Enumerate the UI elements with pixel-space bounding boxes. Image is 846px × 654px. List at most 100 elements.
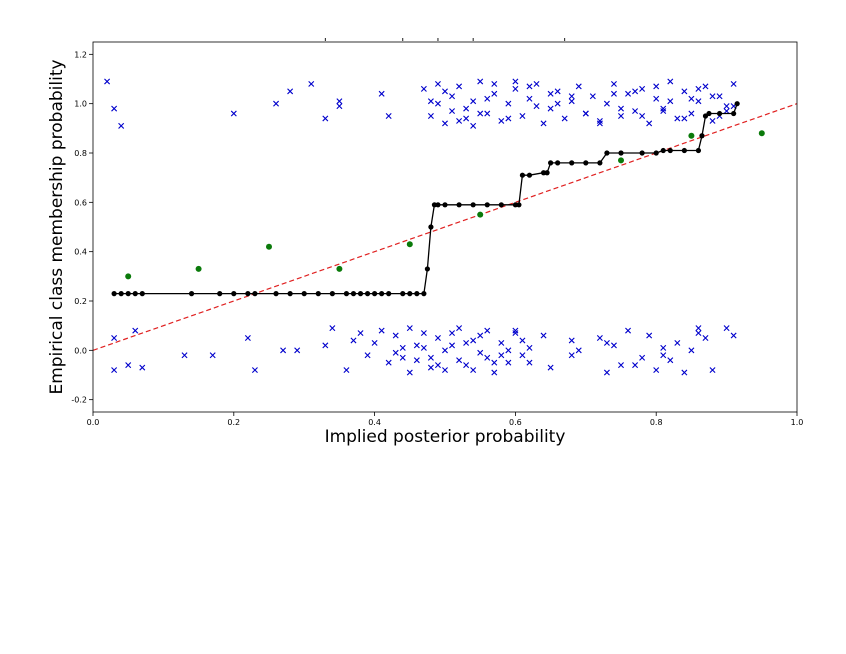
calibration-curve-point [699, 133, 705, 139]
class-1-point [477, 78, 484, 85]
axes-frame [92, 41, 798, 413]
class-0-point [378, 327, 385, 334]
class-0-point [456, 325, 463, 332]
class-0-point [723, 325, 730, 332]
class-0-point [111, 367, 118, 374]
class-1-point [681, 88, 688, 95]
x-tick-label: 0.8 [650, 418, 663, 427]
class-1-point [104, 78, 111, 85]
class-0-point [667, 357, 674, 364]
class-0-point [399, 354, 406, 361]
calibration-curve-point [372, 291, 378, 297]
class-1-point [639, 113, 646, 119]
class-1-point [688, 95, 695, 102]
calibration-curve-point [706, 110, 712, 117]
class-0-point [322, 342, 329, 349]
binned-point [125, 273, 132, 280]
calibration-curve-point [548, 160, 554, 166]
class-0-point [632, 362, 639, 369]
calibration-curve-point [731, 110, 737, 117]
class-0-point [442, 367, 448, 374]
class-0-point [498, 352, 505, 359]
class-0-point [695, 330, 702, 337]
class-0-point [294, 347, 301, 354]
y-tick-label: 0.2 [74, 297, 87, 306]
class-0-point [442, 347, 448, 354]
class-0-point [434, 362, 441, 369]
calibration-curve-point [118, 291, 124, 297]
class-1-point [385, 113, 392, 119]
class-1-point [456, 83, 463, 90]
class-1-point [336, 103, 343, 110]
binned-point [266, 243, 272, 250]
class-0-point [477, 332, 484, 339]
calibration-curve-point [364, 291, 371, 297]
class-0-point [730, 332, 737, 339]
x-tick-label: 0.0 [87, 418, 100, 427]
class-1-point [554, 88, 561, 95]
class-1-point [449, 93, 456, 100]
class-1-point [632, 108, 639, 115]
class-0-point [660, 344, 667, 351]
class-1-point [505, 100, 512, 107]
class-0-point [449, 330, 456, 337]
calibration-curve-point [386, 291, 392, 297]
class-0-point [470, 367, 477, 374]
class-0-point [427, 364, 434, 371]
y-tick-label: 0.6 [74, 198, 87, 207]
class-1-point [420, 85, 427, 92]
class-0-point [364, 352, 371, 359]
class-0-point [280, 347, 287, 354]
class-1-point [618, 113, 624, 119]
class-1-point [568, 93, 575, 100]
class-1-point [434, 80, 441, 87]
calibration-curve-point [519, 172, 526, 178]
class-1-point [709, 93, 716, 100]
class-0-point [463, 339, 470, 346]
class-0-point [512, 327, 519, 334]
calibration-curve-point [125, 291, 131, 297]
calibration-curve-point [695, 147, 702, 154]
class-1-point [653, 95, 660, 102]
plot-area [93, 78, 797, 376]
reference-diagonal-line [93, 103, 797, 351]
y-axis: -0.2 0.0 0.2 0.4 0.6 0.8 1.0 1.2 [71, 50, 93, 405]
class-1-point [618, 105, 624, 112]
class-1-point [533, 103, 540, 110]
class-1-point [646, 120, 653, 127]
calibration-curve-point [343, 291, 350, 297]
class-0-point [575, 347, 582, 354]
class-1-point [681, 115, 688, 122]
class-0-point [399, 344, 406, 351]
class-1-point [575, 83, 582, 90]
class-0-point [470, 337, 477, 344]
calibration-curve-point [428, 224, 434, 230]
class-0-point [526, 359, 533, 366]
class-1-point [547, 105, 554, 112]
class-0-point [512, 330, 519, 337]
class-1-point [667, 98, 674, 105]
class-1-point [287, 88, 294, 95]
class-1-point [322, 115, 329, 122]
calibration-curve-point [421, 291, 427, 297]
calibration-curve-point [681, 147, 687, 154]
calibration-curve-point [400, 291, 406, 297]
y-tick-label: 0.4 [74, 248, 87, 257]
class-1-point [512, 85, 519, 92]
calibration-curve-point [734, 101, 740, 107]
class-1-point [491, 90, 498, 97]
class-0-point [371, 339, 378, 346]
calibration-curve-point [252, 291, 258, 297]
class-0-point [111, 335, 118, 341]
calibration-curve-point [618, 150, 624, 156]
class-1-point [442, 120, 448, 127]
class-1-point [456, 117, 463, 124]
calibration-curve-point [350, 291, 357, 297]
calibration-curve-point [357, 291, 364, 297]
class-1-point [498, 117, 505, 124]
class-0-point [392, 332, 399, 339]
class-0-point [413, 342, 420, 349]
x-tick-label: 0.2 [227, 418, 240, 427]
class-0-point [688, 347, 695, 354]
class-1-point [660, 108, 667, 115]
